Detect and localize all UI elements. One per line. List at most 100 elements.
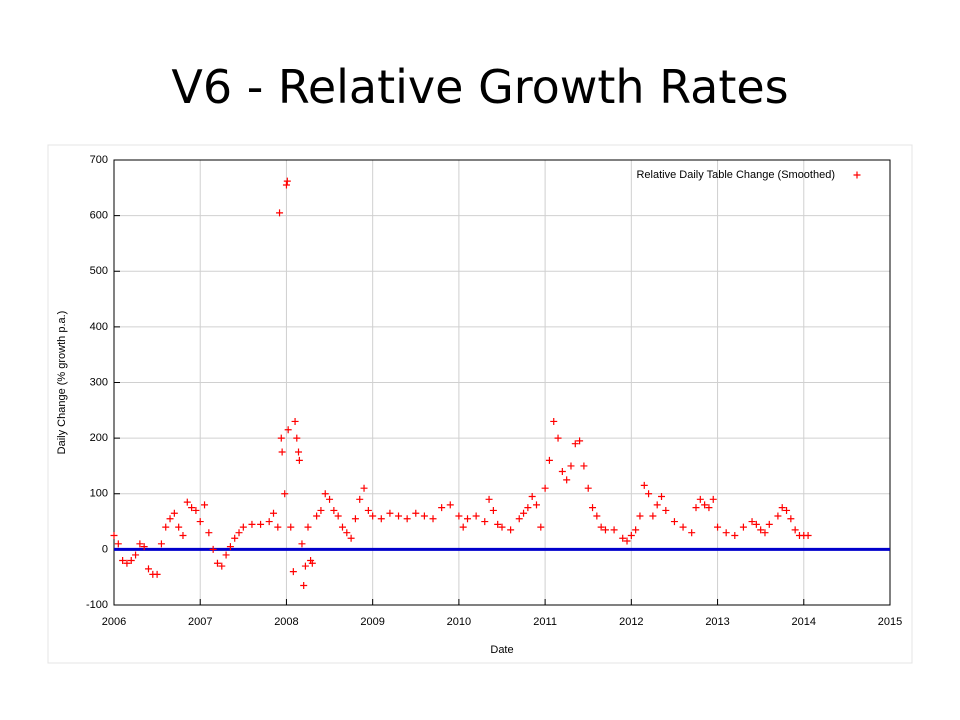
- data-point: [420, 512, 428, 520]
- data-point: [593, 512, 601, 520]
- data-point: [377, 515, 385, 523]
- data-point: [321, 490, 329, 498]
- data-point: [356, 495, 364, 503]
- y-tick-label: 700: [90, 154, 108, 166]
- data-point: [584, 484, 592, 492]
- data-point: [464, 515, 472, 523]
- data-point: [731, 531, 739, 539]
- data-point: [636, 512, 644, 520]
- data-point: [183, 498, 191, 506]
- data-point: [679, 523, 687, 531]
- data-point: [281, 490, 289, 498]
- data-point: [761, 529, 769, 537]
- data-point: [567, 462, 575, 470]
- y-tick-label: 0: [102, 543, 108, 555]
- data-point: [627, 531, 635, 539]
- x-tick-label: 2015: [878, 616, 902, 628]
- data-point: [623, 537, 631, 545]
- legend-label: Relative Daily Table Change (Smoothed): [636, 169, 835, 181]
- data-point: [270, 509, 278, 517]
- data-point: [532, 501, 540, 509]
- data-point: [489, 506, 497, 514]
- data-point: [201, 501, 209, 509]
- data-point: [364, 506, 372, 514]
- data-point: [153, 570, 161, 578]
- data-point: [528, 493, 536, 501]
- y-tick-label: 500: [90, 265, 108, 277]
- data-point: [752, 520, 760, 528]
- data-point: [524, 504, 532, 512]
- data-point: [714, 523, 722, 531]
- data-point: [278, 448, 286, 456]
- data-point: [175, 523, 183, 531]
- x-tick-label: 2011: [533, 616, 557, 628]
- data-point: [748, 518, 756, 526]
- y-tick-label: 400: [90, 321, 108, 333]
- data-point: [412, 509, 420, 517]
- data-point: [301, 562, 309, 570]
- data-point: [515, 515, 523, 523]
- data-point: [213, 559, 221, 567]
- data-point: [459, 523, 467, 531]
- x-tick-label: 2008: [274, 616, 298, 628]
- slide-title: V6 - Relative Growth Rates: [171, 60, 789, 114]
- data-point: [282, 181, 290, 189]
- data-point: [334, 512, 342, 520]
- x-tick-label: 2007: [188, 616, 212, 628]
- data-point: [205, 529, 213, 537]
- data-point: [304, 523, 312, 531]
- data-point: [295, 448, 303, 456]
- data-point: [132, 551, 140, 559]
- data-point: [222, 551, 230, 559]
- data-point: [498, 523, 506, 531]
- data-point: [429, 515, 437, 523]
- data-point: [313, 512, 321, 520]
- data-point: [757, 526, 765, 534]
- data-point: [235, 529, 243, 537]
- data-point: [226, 543, 234, 551]
- data-point: [170, 509, 178, 517]
- data-point: [196, 518, 204, 526]
- data-point: [507, 526, 515, 534]
- y-tick-label: -100: [86, 599, 108, 611]
- data-point: [114, 540, 122, 548]
- data-point: [179, 531, 187, 539]
- data-point: [545, 456, 553, 464]
- y-tick-label: 300: [90, 376, 108, 388]
- data-point: [192, 506, 200, 514]
- data-point: [218, 562, 226, 570]
- data-point: [127, 557, 135, 564]
- data-point: [326, 495, 334, 503]
- data-point: [343, 529, 351, 537]
- data-point: [351, 515, 359, 523]
- data-point: [438, 504, 446, 512]
- x-tick-label: 2009: [360, 616, 384, 628]
- data-point: [284, 426, 292, 434]
- data-point: [774, 512, 782, 520]
- data-point: [119, 557, 127, 564]
- data-point: [610, 526, 618, 534]
- data-point: [541, 484, 549, 492]
- data-point: [144, 565, 152, 573]
- data-point: [601, 526, 609, 534]
- data-point: [317, 506, 325, 514]
- data-point: [289, 568, 297, 576]
- data-point: [662, 506, 670, 514]
- data-point: [157, 540, 165, 548]
- data-point: [558, 468, 566, 475]
- data-point: [166, 515, 174, 523]
- data-point: [248, 520, 256, 528]
- data-point: [338, 523, 346, 531]
- data-point: [520, 509, 528, 517]
- y-tick-label: 600: [90, 210, 108, 222]
- data-point: [494, 520, 502, 528]
- data-point: [739, 523, 747, 531]
- data-point: [395, 512, 403, 520]
- data-point: [283, 177, 291, 185]
- data-point: [778, 504, 786, 512]
- data-point: [360, 484, 368, 492]
- data-point: [580, 462, 588, 470]
- data-point: [300, 582, 308, 590]
